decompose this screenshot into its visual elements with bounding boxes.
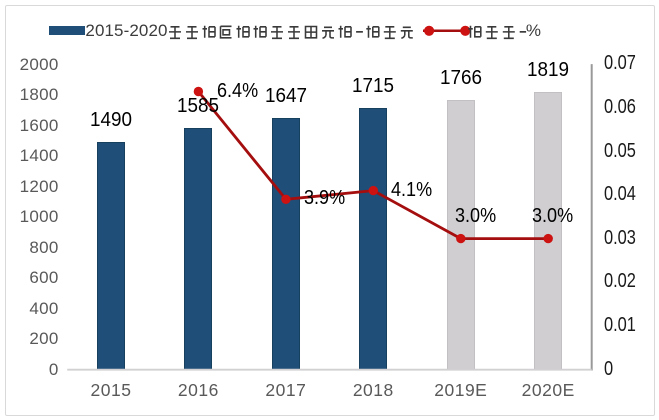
svg-text:%: % (526, 22, 541, 40)
svg-text:2015-2020: 2015-2020 (85, 22, 167, 40)
